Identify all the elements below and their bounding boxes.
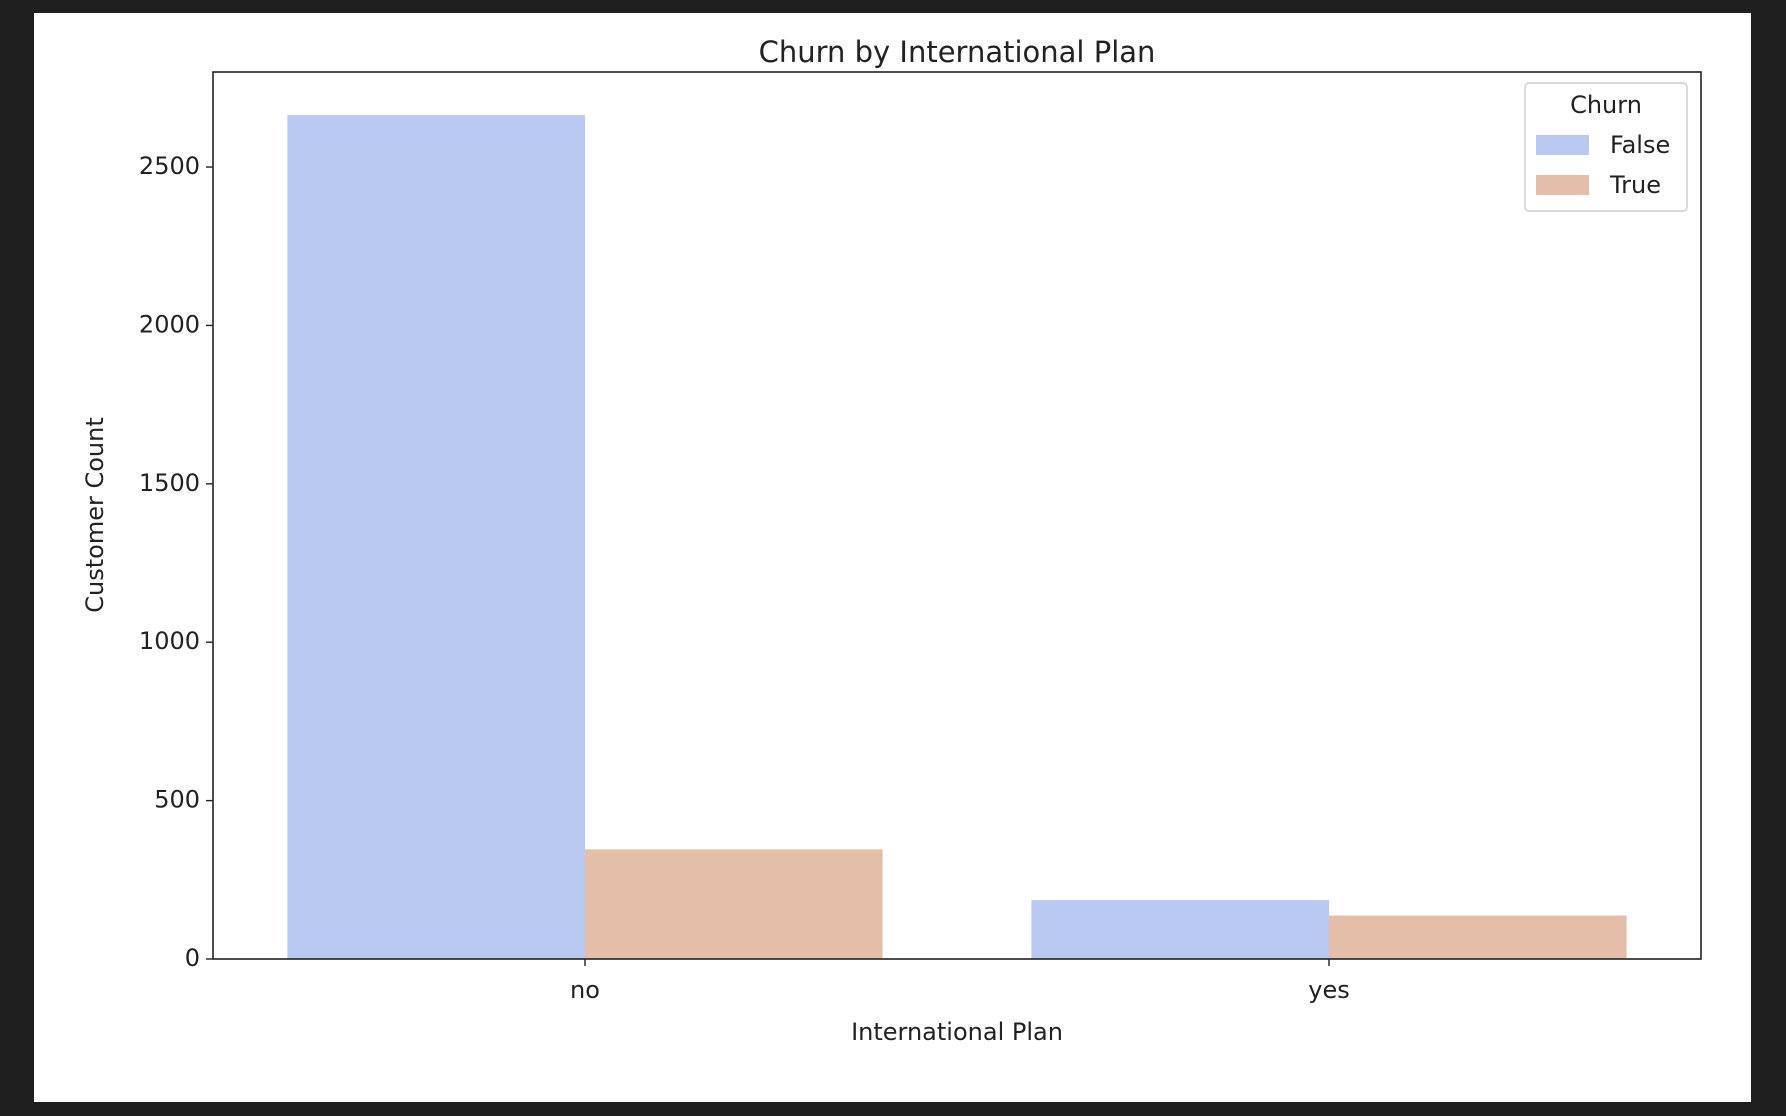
x-tick-label-no: no (570, 976, 600, 1004)
y-tick-label: 1500 (139, 469, 200, 497)
x-tick-label-yes: yes (1308, 976, 1349, 1004)
legend-label-false: False (1610, 131, 1670, 159)
y-tick-label: 1000 (139, 627, 200, 655)
figure: Churn by International Plan 0 500 1000 1500… (34, 13, 1751, 1102)
legend-swatch-false (1536, 135, 1589, 155)
y-tick-label: 2000 (139, 310, 200, 338)
chart-title: Churn by International Plan (759, 35, 1156, 69)
plot-frame (212, 71, 1702, 960)
y-tick-label: 500 (154, 786, 200, 814)
legend-swatch-true (1536, 175, 1589, 195)
x-axis-label: International Plan (851, 1018, 1063, 1046)
legend: Churn False True (1524, 82, 1688, 212)
y-tick-label: 2500 (139, 152, 200, 180)
bar-no-true (585, 849, 883, 959)
x-axis-ticks: no yes (570, 959, 1350, 1004)
legend-label-true: True (1609, 171, 1661, 199)
bar-yes-false (1031, 900, 1329, 959)
bars-layer (287, 115, 1627, 959)
y-axis-ticks: 0 500 1000 1500 2000 2500 (139, 152, 213, 972)
bar-no-false (287, 115, 585, 959)
y-axis-label: Customer Count (81, 417, 109, 612)
y-tick-label: 0 (185, 944, 200, 972)
bar-chart: Churn by International Plan 0 500 1000 1500… (81, 35, 1702, 1046)
legend-title: Churn (1570, 91, 1642, 119)
bar-yes-true (1329, 915, 1627, 959)
